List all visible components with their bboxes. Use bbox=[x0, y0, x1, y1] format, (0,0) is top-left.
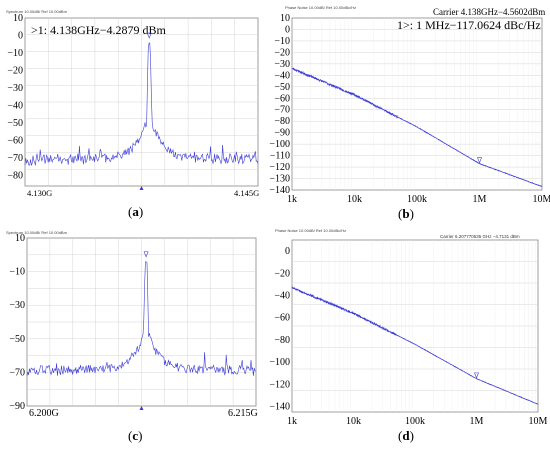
panel-a-marker-readout: >1: 4.138GHz−4.2879 dBm bbox=[31, 23, 167, 37]
panel-c-grid bbox=[27, 238, 256, 406]
panel-d-y-ticks: 0 −20 −40 −60 −80 −100 −120 −140 bbox=[269, 246, 290, 412]
panel-b-y-tick-label: −40 bbox=[274, 70, 290, 81]
panel-b-grid bbox=[292, 29, 542, 179]
panel-d-y-tick-label: −140 bbox=[269, 401, 290, 412]
panel-b-y-tick-label: −10 bbox=[274, 36, 290, 47]
panel-b-y-tick-label: −30 bbox=[274, 59, 290, 70]
panel-b-y-tick-label: −120 bbox=[269, 162, 290, 173]
panel-d-marker-icon bbox=[474, 372, 479, 379]
panel-c-y-ticks: 10 −10 −30 −50 −70 −90 bbox=[9, 233, 25, 412]
panel-b-y-tick-label: −100 bbox=[269, 139, 290, 150]
peak-marker-icon bbox=[146, 32, 152, 39]
panel-d-y-tick-label: −60 bbox=[274, 313, 290, 324]
peak-marker-icon bbox=[143, 251, 149, 258]
panel-b-marker bbox=[477, 157, 482, 164]
panel-b-y-tick-label: −20 bbox=[274, 47, 290, 58]
panel-a-y-tick-label: 0 bbox=[18, 31, 23, 42]
panel-b-y-tick-label: −140 bbox=[269, 185, 290, 196]
panel-d: Phase Noise 10.00dB/ Ref 10.00dBc/Hz Car… bbox=[269, 228, 547, 443]
panel-d-caption: (d) bbox=[398, 428, 414, 443]
panel-d-x-ticks: 1k 10k 100k 1M 10M bbox=[287, 240, 548, 427]
panel-b-y-tick-label: −110 bbox=[270, 151, 290, 162]
panel-a-y-tick-label: −30 bbox=[7, 83, 23, 94]
panel-a-y-ticks: 10 0 −10 −20 −30 −40 −50 −60 −70 −80 bbox=[7, 13, 23, 182]
panel-b-x-tick-label: 10M bbox=[533, 194, 550, 205]
panel-b-x-tick-label: 1k bbox=[287, 194, 297, 205]
panel-c-spectrum-trace bbox=[26, 261, 256, 377]
panel-d-y-tick-label: 0 bbox=[285, 246, 290, 257]
panel-b-y-tick-label: −70 bbox=[274, 105, 290, 116]
panel-d-y-tick-label: −80 bbox=[274, 335, 290, 346]
panel-d-header: Phase Noise 10.00dB/ Ref 10.00dBc/Hz bbox=[275, 228, 346, 233]
panel-a-y-tick-label: −80 bbox=[7, 171, 23, 182]
panel-c: Spectrum 10.00dB/ Ref 10.00dBm >1: 6.207… bbox=[6, 230, 258, 443]
panel-a-caption: (a) bbox=[128, 204, 143, 219]
panel-c-x-tick-end: 6.215G bbox=[228, 408, 258, 419]
panel-b-y-tick-label: 0 bbox=[285, 24, 290, 35]
panel-d-carrier-readout: Carrier 6.207770535 GHz −4.7131 dBm bbox=[440, 234, 520, 239]
panel-b-marker-icon bbox=[477, 157, 482, 164]
panel-a-y-tick-label: −50 bbox=[7, 118, 23, 129]
panel-b-caption: (b) bbox=[398, 206, 414, 221]
panel-a-y-tick-label: −40 bbox=[7, 101, 23, 112]
panel-d-phase-noise-trace bbox=[291, 286, 539, 405]
panel-c-y-tick-label: −50 bbox=[9, 334, 25, 345]
panel-c-y-tick-label: −70 bbox=[9, 367, 25, 378]
panel-b-phase-noise-trace bbox=[291, 67, 543, 188]
panel-d-y-tick-label: −120 bbox=[269, 379, 290, 390]
panel-a-y-tick-label: 10 bbox=[13, 13, 23, 24]
panel-a-x-tick-end: 4.145G bbox=[234, 188, 259, 198]
panel-a: Spectrum 10.00dB/ Ref 10.00dBm 10 0 −10 −20… bbox=[6, 9, 259, 219]
panel-b-header: Phase Noise 10.00dB/ Ref 10.00dBc/Hz bbox=[285, 5, 356, 10]
panel-d-marker bbox=[474, 372, 479, 379]
panel-b-y-ticks: 100−10−20−30−40−50−60−70−80−90−100−110−1… bbox=[269, 13, 290, 196]
panel-b-plot-area bbox=[291, 17, 543, 191]
panel-d-x-tick-label: 1M bbox=[470, 416, 484, 427]
panel-b-x-tick-label: 10k bbox=[347, 194, 362, 205]
panel-b-x-tick-label: 100k bbox=[407, 194, 427, 205]
panel-d-y-tick-label: −40 bbox=[274, 290, 290, 301]
panel-b-carrier-readout: Carrier 4.138GHz−4.5602dBm bbox=[433, 7, 545, 17]
panel-a-center-marker-icon bbox=[139, 186, 144, 190]
panel-c-x-tick-start: 6.200G bbox=[29, 408, 59, 419]
panel-a-header: Spectrum 10.00dB/ Ref 10.00dBm bbox=[6, 9, 68, 14]
panel-d-y-tick-label: −20 bbox=[274, 268, 290, 279]
panel-a-y-tick-label: −60 bbox=[7, 136, 23, 147]
panel-b-x-tick-label: 1M bbox=[473, 194, 487, 205]
panel-d-x-tick-label: 1k bbox=[287, 416, 297, 427]
panel-a-x-tick-start: 4.130G bbox=[27, 188, 52, 198]
panel-c-y-tick-label: −90 bbox=[9, 401, 25, 412]
panel-c-y-tick-label: 10 bbox=[15, 233, 25, 244]
panel-b-y-tick-label: −50 bbox=[274, 82, 290, 93]
panel-a-spectrum-trace bbox=[24, 42, 259, 167]
panel-c-y-tick-label: −10 bbox=[9, 267, 25, 278]
panel-b: Phase Noise 10.00dB/ Ref 10.00dBc/Hz Car… bbox=[269, 5, 550, 221]
panel-d-x-tick-label: 100k bbox=[405, 416, 425, 427]
panel-d-x-tick-label: 10M bbox=[529, 416, 548, 427]
panel-b-y-tick-label: −130 bbox=[269, 174, 290, 185]
panel-b-y-tick-label: −90 bbox=[274, 128, 290, 139]
panel-a-y-tick-label: −20 bbox=[7, 66, 23, 77]
panel-a-y-tick-label: −70 bbox=[7, 153, 23, 164]
panel-c-header: Spectrum 10.00dB/ Ref 10.00dBm bbox=[6, 230, 68, 235]
panel-d-y-tick-label: −100 bbox=[269, 357, 290, 368]
panel-c-y-tick-label: −30 bbox=[9, 300, 25, 311]
panel-b-y-tick-label: 10 bbox=[280, 13, 290, 24]
panel-b-x-ticks: 1k 10k 100k 1M 10M bbox=[287, 18, 550, 205]
panel-c-caption: (c) bbox=[128, 428, 142, 443]
panel-b-y-tick-label: −60 bbox=[274, 93, 290, 104]
panel-d-x-tick-label: 10k bbox=[346, 416, 361, 427]
panel-b-y-tick-label: −80 bbox=[274, 116, 290, 127]
panel-b-marker-readout: 1>: 1 MHz−117.0624 dBc/Hz bbox=[397, 18, 541, 32]
panel-c-center-marker-icon bbox=[139, 406, 144, 410]
panel-a-y-tick-label: −10 bbox=[7, 48, 23, 59]
